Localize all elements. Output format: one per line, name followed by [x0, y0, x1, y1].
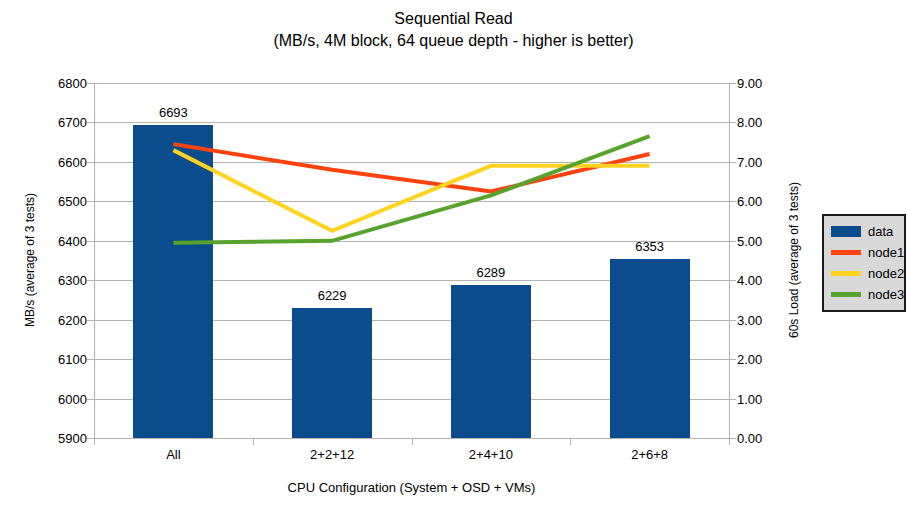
legend-item-node2: node2 [831, 263, 904, 284]
left-axis-tick [87, 83, 94, 84]
legend-label: node1 [868, 246, 904, 259]
right-axis-tick-label: 3.00 [737, 313, 780, 326]
x-axis-tick-label: 2+6+8 [631, 447, 668, 462]
left-axis-tick [87, 162, 94, 163]
right-axis-line [729, 83, 730, 439]
legend-item-node1: node1 [831, 242, 904, 263]
chart-title-line2: (MB/s, 4M block, 64 queue depth - higher… [0, 30, 907, 52]
bar-swatch-icon [831, 226, 861, 237]
bar-value-label: 6353 [635, 239, 664, 254]
left-axis-tick [87, 280, 94, 281]
line-swatch-icon [831, 292, 861, 297]
combo-chart: Sequential Read (MB/s, 4M block, 64 queu… [0, 0, 907, 510]
right-axis-tick-label: 5.00 [737, 234, 780, 247]
x-axis-tick [412, 438, 413, 445]
line-swatch-icon [831, 271, 861, 276]
right-axis-tick [729, 122, 736, 123]
left-axis-tick-label: 6300 [44, 274, 87, 287]
right-axis-tick [729, 438, 736, 439]
bar-value-label: 6229 [318, 288, 347, 303]
right-axis-tick [729, 241, 736, 242]
line-swatch-icon [831, 250, 861, 255]
x-axis-tick-label: 2+4+10 [469, 447, 513, 462]
left-axis-tick-label: 6400 [44, 234, 87, 247]
left-axis-tick [87, 201, 94, 202]
x-axis-tick [729, 438, 730, 445]
gridline [94, 438, 729, 439]
plot-area: 6693 6229 6289 6353 [94, 83, 729, 438]
x-axis-title: CPU Configuration (System + OSD + VMs) [94, 480, 729, 495]
legend: data node1 node2 node3 [822, 214, 906, 312]
legend-label: node3 [868, 288, 904, 301]
right-axis-title: 60s Load (average of 3 tests) [787, 182, 801, 338]
legend-label: data [868, 225, 893, 238]
line-series-layer [94, 83, 729, 438]
right-axis-tick [729, 320, 736, 321]
bar-value-label: 6289 [476, 265, 505, 280]
right-axis-tick [729, 280, 736, 281]
left-axis-tick [87, 122, 94, 123]
x-axis-tick-label: 2+2+12 [310, 447, 354, 462]
chart-title: Sequential Read (MB/s, 4M block, 64 queu… [0, 8, 907, 52]
right-axis-tick-label: 4.00 [737, 274, 780, 287]
right-axis-tick-label: 0.00 [737, 432, 780, 445]
right-axis-tick-label: 9.00 [737, 77, 780, 90]
left-axis-tick [87, 438, 94, 439]
left-axis-tick-label: 6100 [44, 353, 87, 366]
left-axis-tick-label: 6700 [44, 116, 87, 129]
right-axis-tick-label: 6.00 [737, 195, 780, 208]
legend-item-data: data [831, 221, 904, 242]
right-axis-tick [729, 359, 736, 360]
right-axis-tick-label: 2.00 [737, 353, 780, 366]
x-axis-tick [94, 438, 95, 445]
x-axis-tick [253, 438, 254, 445]
right-axis-tick [729, 399, 736, 400]
left-axis-tick-label: 6200 [44, 313, 87, 326]
left-axis-tick-label: 6800 [44, 77, 87, 90]
legend-label: node2 [868, 267, 904, 280]
right-axis-tick-label: 7.00 [737, 155, 780, 168]
left-axis-tick [87, 399, 94, 400]
legend-item-node3: node3 [831, 284, 904, 305]
left-axis-tick [87, 359, 94, 360]
bar-value-label: 6693 [159, 105, 188, 120]
x-axis-tick [570, 438, 571, 445]
left-axis-tick [87, 320, 94, 321]
chart-title-line1: Sequential Read [0, 8, 907, 30]
right-axis-tick [729, 162, 736, 163]
x-axis-tick-label: All [166, 447, 180, 462]
left-axis-tick-label: 6000 [44, 392, 87, 405]
right-axis-tick [729, 83, 736, 84]
right-axis-tick-label: 8.00 [737, 116, 780, 129]
left-axis-tick-label: 5900 [44, 432, 87, 445]
left-axis-tick-label: 6500 [44, 195, 87, 208]
right-axis-tick [729, 201, 736, 202]
left-axis-tick-label: 6600 [44, 155, 87, 168]
left-axis-tick [87, 241, 94, 242]
left-axis-title: MB/s (average of 3 tests) [23, 193, 37, 327]
line-node3 [173, 136, 649, 243]
right-axis-tick-label: 1.00 [737, 392, 780, 405]
